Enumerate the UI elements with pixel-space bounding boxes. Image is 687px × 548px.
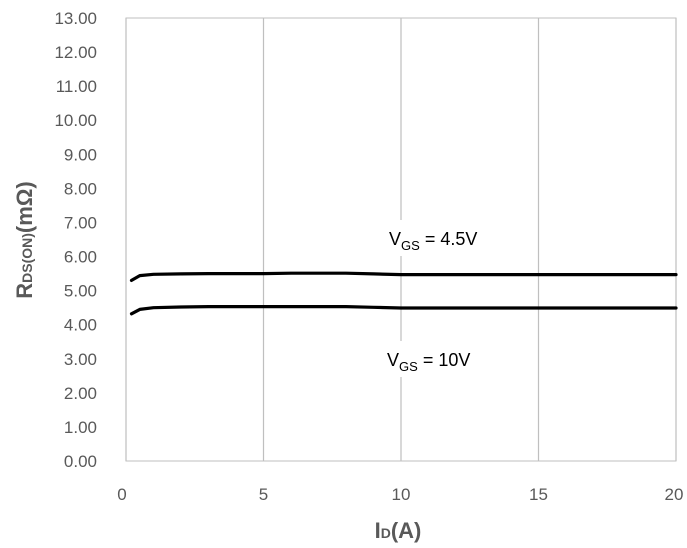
y-tick-label-5: 5.00 [64, 282, 97, 301]
y-axis-title: RDS(ON)(mΩ) [12, 181, 37, 299]
series-line-1 [129, 305, 678, 316]
series-line-0 [129, 271, 678, 282]
x-tick-label-1: 5 [259, 485, 268, 504]
annotation-background-vgs-4p5v [385, 220, 519, 256]
x-tick-label-4: 20 [665, 485, 684, 504]
x-axis-tick-labels: 0 5 10 15 20 [117, 485, 683, 504]
y-tick-label-4: 4.00 [64, 316, 97, 335]
y-tick-label-12: 12.00 [54, 43, 97, 62]
plot-area-frame [125, 17, 677, 462]
y-tick-label-1: 1.00 [64, 418, 97, 437]
x-tick-label-0: 0 [117, 485, 126, 504]
y-tick-label-7: 7.00 [64, 213, 97, 232]
annotation-background-vgs-10v [383, 341, 509, 377]
y-tick-label-9: 9.00 [64, 145, 97, 164]
y-tick-label-8: 8.00 [64, 179, 97, 198]
y-tick-label-10: 10.00 [54, 111, 97, 130]
x-axis-title: ID(A) [375, 518, 422, 543]
series-lines [129, 271, 678, 316]
y-tick-label-3: 3.00 [64, 350, 97, 369]
annotation-vgs-4p5v: VGS = 4.5V [389, 229, 477, 253]
y-tick-label-11: 11.00 [56, 77, 97, 96]
annotation-vgs-10v: VGS = 10V [387, 350, 470, 374]
y-axis-tick-labels: 0.00 1.00 2.00 3.00 4.00 5.00 6.00 7.00 8.00 9.00… [54, 9, 97, 471]
y-tick-label-0: 0.00 [64, 452, 97, 471]
y-tick-label-6: 6.00 [64, 248, 97, 267]
y-tick-label-13: 13.00 [54, 9, 97, 28]
annotations: VGS = 4.5V VGS = 10V [383, 220, 519, 377]
x-tick-label-2: 10 [392, 485, 411, 504]
y-tick-label-2: 2.00 [64, 384, 97, 403]
x-tick-label-3: 15 [529, 485, 548, 504]
